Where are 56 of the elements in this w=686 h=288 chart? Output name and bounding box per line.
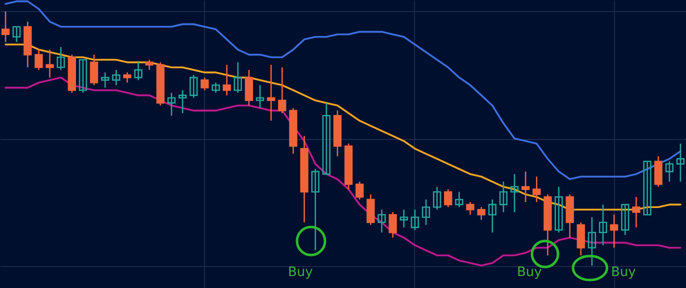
candlestick <box>643 160 652 216</box>
candlestick <box>244 69 254 106</box>
candlestick <box>200 76 209 91</box>
candlestick <box>422 198 430 226</box>
candlestick <box>654 156 662 188</box>
candlestick <box>499 181 508 213</box>
candlestick <box>145 59 154 71</box>
candlestick <box>190 74 198 99</box>
candlestick <box>621 204 630 236</box>
candlestick <box>521 170 530 203</box>
candlestick <box>532 176 541 203</box>
candlestick <box>78 59 88 94</box>
annotation: Buy <box>611 265 636 280</box>
candlestick <box>256 84 264 109</box>
candlestick <box>322 102 330 175</box>
candlestick <box>1 10 10 43</box>
candlestick <box>466 201 474 216</box>
candlestick <box>34 48 43 71</box>
candlestick <box>222 64 231 96</box>
candlestick <box>588 216 596 266</box>
candlestick <box>676 142 685 182</box>
candlestick <box>455 191 464 208</box>
candlestick <box>134 62 142 81</box>
candlestick <box>554 186 563 234</box>
candlestick <box>510 173 519 213</box>
candlestick <box>90 54 98 86</box>
candlestick <box>388 212 397 238</box>
candlestick <box>410 209 419 231</box>
candlestick <box>178 90 187 114</box>
candlestick <box>400 209 408 228</box>
candlestick <box>267 64 276 122</box>
annotation: Buy <box>517 265 542 280</box>
candlestick <box>101 72 110 88</box>
candlestick <box>444 188 452 208</box>
candlestick <box>610 214 618 248</box>
candlestick <box>278 66 286 114</box>
candlestick <box>112 69 120 86</box>
candlestick <box>123 72 132 84</box>
candlestick <box>212 82 220 94</box>
candlestick <box>632 196 640 228</box>
candlestick <box>488 198 496 234</box>
candlestick <box>432 186 442 210</box>
candlestick <box>12 26 21 43</box>
candlestick <box>311 168 320 251</box>
candlestick <box>356 181 364 200</box>
candlestick <box>378 209 386 234</box>
candlestick <box>46 48 54 78</box>
annotation: Buy <box>288 265 314 280</box>
candlestick <box>366 194 375 226</box>
candlestick <box>167 92 176 116</box>
candlestick <box>234 62 242 94</box>
candlestick <box>56 46 65 71</box>
candlestick <box>665 160 674 182</box>
candlestick <box>576 222 585 256</box>
candlestick <box>598 204 608 246</box>
candlestick <box>477 206 486 220</box>
